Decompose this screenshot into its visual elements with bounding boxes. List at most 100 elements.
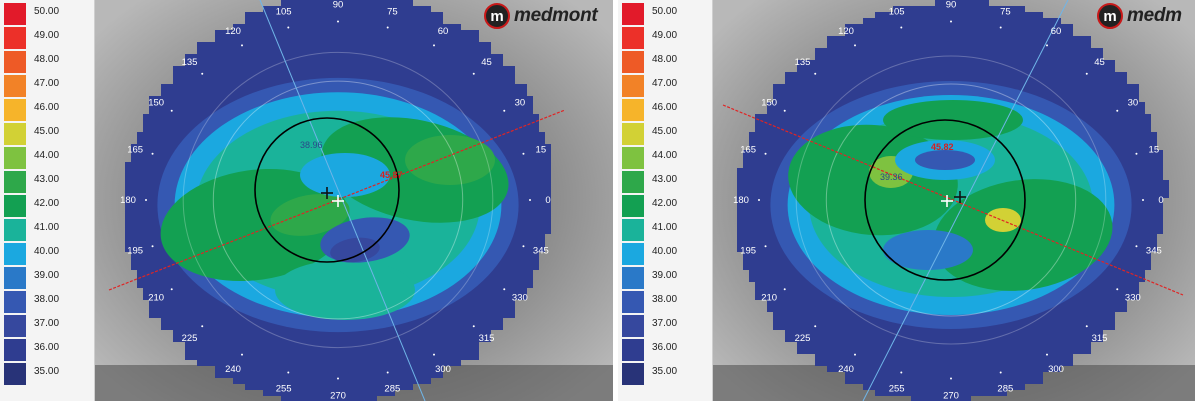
angle-label: 150	[148, 97, 164, 108]
angle-tick	[999, 26, 1002, 29]
angle-tick	[145, 199, 147, 201]
angle-label: 240	[225, 364, 241, 375]
scale-value: 37.00	[34, 318, 60, 329]
angle-label: 315	[1092, 333, 1108, 344]
scale-step: 48.00	[618, 50, 712, 74]
scale-step: 49.00	[618, 26, 712, 50]
medmont-logo: m medm	[1097, 3, 1182, 29]
angle-label: 45	[481, 57, 492, 68]
angle-label: 60	[438, 26, 449, 37]
scale-swatch	[4, 27, 26, 49]
angle-tick	[503, 288, 506, 291]
scale-swatch	[622, 3, 644, 25]
corneal-topography-map[interactable]: 38.96 45.87 90 75 60 45 30 15 0 345 330 315 300 285 27…	[95, 0, 613, 401]
scale-swatch	[4, 75, 26, 97]
scale-step: 41.00	[618, 218, 712, 242]
angle-tick	[433, 353, 435, 356]
scale-value: 42.00	[652, 198, 678, 209]
angle-label: 315	[479, 333, 495, 344]
scale-value: 35.00	[34, 366, 60, 377]
angle-tick	[1046, 353, 1048, 356]
angle-label: 210	[761, 293, 777, 304]
scale-value: 41.00	[652, 222, 678, 233]
angle-tick	[900, 371, 903, 374]
angle-label: 180	[733, 195, 749, 206]
scale-step: 50.00	[618, 2, 712, 26]
scale-step: 48.00	[0, 50, 94, 74]
angle-tick	[241, 44, 243, 47]
scale-value: 49.00	[34, 30, 60, 41]
angle-label: 285	[997, 384, 1013, 395]
angle-label: 30	[515, 97, 526, 108]
angle-label: 300	[435, 364, 451, 375]
angle-label: 255	[276, 384, 292, 395]
angle-tick	[201, 72, 204, 75]
scale-step: 39.00	[618, 266, 712, 290]
medmont-m-icon: m	[1097, 3, 1123, 29]
angle-tick	[472, 325, 475, 328]
angle-tick	[287, 371, 290, 374]
topography-panel-right: 50.00 49.00 48.00 47.00 46.00 45.00 44.00 43.00…	[618, 0, 1195, 401]
scale-step: 44.00	[0, 146, 94, 170]
angle-tick	[151, 245, 154, 248]
scale-value: 47.00	[34, 78, 60, 89]
angle-tick	[783, 109, 786, 112]
angle-tick	[472, 72, 475, 75]
scale-step: 37.00	[0, 314, 94, 338]
angle-tick	[241, 353, 243, 356]
angle-tick	[1135, 152, 1138, 155]
pupil-outline	[864, 119, 1026, 281]
angle-label: 255	[889, 384, 905, 395]
scale-value: 48.00	[34, 54, 60, 65]
scale-swatch	[4, 243, 26, 265]
scale-value: 36.00	[34, 342, 60, 353]
topography-panel-left: 50.00 49.00 48.00 47.00 46.00 45.00 44.00 43.00…	[0, 0, 613, 401]
angle-tick	[950, 377, 952, 380]
scale-step: 45.00	[618, 122, 712, 146]
scale-value: 38.00	[34, 294, 60, 305]
scale-value: 50.00	[34, 6, 60, 17]
scale-value: 43.00	[34, 174, 60, 185]
angle-label: 165	[127, 144, 143, 155]
scale-value: 35.00	[652, 366, 678, 377]
scale-swatch	[4, 291, 26, 313]
angle-label: 240	[838, 364, 854, 375]
angle-tick	[1142, 199, 1144, 201]
scale-step: 41.00	[0, 218, 94, 242]
corneal-topography-map[interactable]: 39.36 45.82 90 75 60 45 30 15 0 345 330 315 300 285 27…	[713, 0, 1195, 401]
scale-swatch	[4, 339, 26, 361]
color-scale-legend: 50.00 49.00 48.00 47.00 46.00 45.00 44.00 43.00…	[618, 0, 713, 401]
angle-label: 165	[740, 144, 756, 155]
angle-tick	[764, 245, 767, 248]
flat-k-value: 39.36	[880, 172, 903, 182]
angle-label: 225	[182, 333, 198, 344]
flat-meridian-line	[862, 0, 1069, 401]
angle-tick	[503, 109, 506, 112]
angle-label: 270	[943, 390, 959, 401]
angle-tick	[950, 20, 952, 23]
reference-ring	[825, 83, 1077, 317]
angle-label: 120	[225, 26, 241, 37]
angle-label: 90	[946, 0, 957, 11]
angle-tick	[1085, 325, 1088, 328]
scale-step: 50.00	[0, 2, 94, 26]
scale-swatch	[4, 315, 26, 337]
angle-tick	[814, 72, 817, 75]
scale-swatch	[622, 75, 644, 97]
scale-swatch	[622, 291, 644, 313]
angle-tick	[201, 325, 204, 328]
brand-name: medmont	[514, 5, 598, 26]
reference-ring	[212, 80, 464, 320]
steep-meridian-line	[722, 104, 1184, 296]
scale-swatch	[622, 363, 644, 385]
angle-tick	[337, 20, 339, 23]
angle-label: 195	[740, 246, 756, 257]
flat-k-value: 38.96	[300, 140, 323, 150]
angle-label: 75	[1000, 6, 1011, 17]
angle-label: 135	[182, 57, 198, 68]
scale-swatch	[622, 267, 644, 289]
angle-tick	[854, 353, 856, 356]
scale-step: 35.00	[0, 362, 94, 386]
angle-label: 105	[889, 6, 905, 17]
scale-step: 49.00	[0, 26, 94, 50]
